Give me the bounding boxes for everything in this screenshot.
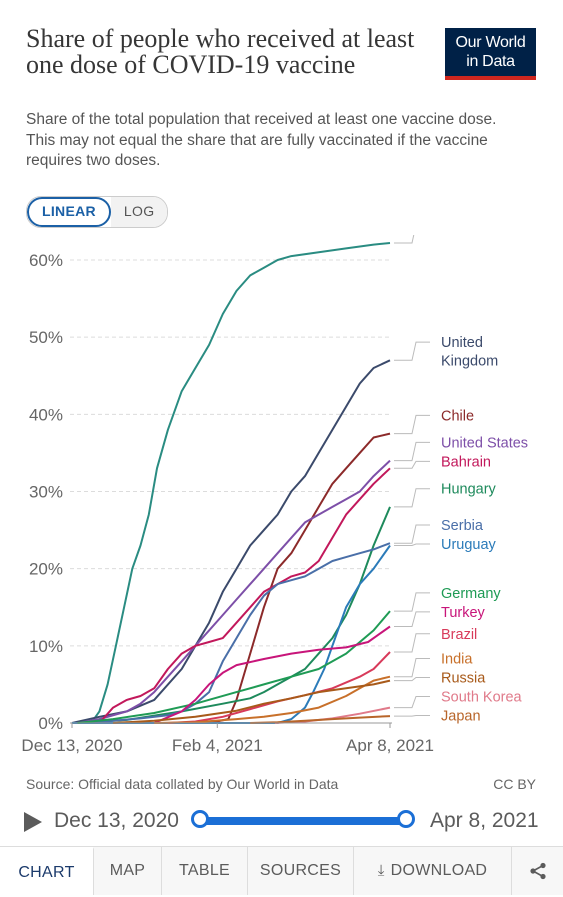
label-leader: [394, 524, 430, 544]
series-line-israel[interactable]: [90, 242, 391, 724]
legend-label-chile[interactable]: Chile: [441, 408, 474, 424]
logo-line-2: in Data: [466, 53, 515, 70]
linear-scale-button[interactable]: LINEAR: [27, 197, 111, 227]
x-axis: Dec 13, 2020 Feb 4, 2021 Apr 8, 2021: [21, 722, 434, 755]
legend-label-united-kingdom[interactable]: United: [441, 335, 483, 351]
label-leader: [394, 235, 415, 244]
share-icon: [529, 862, 546, 879]
legend-label-japan[interactable]: Japan: [441, 709, 481, 725]
license-link[interactable]: CC BY: [493, 776, 536, 792]
tab-chart[interactable]: CHART: [0, 847, 94, 895]
legend-label-turkey[interactable]: Turkey: [441, 605, 486, 621]
legend-label-south-korea[interactable]: South Korea: [441, 690, 523, 706]
x-tick-label: Apr 8, 2021: [346, 736, 434, 755]
download-label: DOWNLOAD: [390, 862, 488, 879]
tab-bar: CHART MAP TABLE SOURCES ⤓ DOWNLOAD: [0, 846, 563, 895]
series-line-united-kingdom[interactable]: [71, 359, 391, 724]
chart-title: Share of people who received at least on…: [26, 24, 415, 79]
legend-label-united-states[interactable]: United States: [441, 435, 528, 451]
timeline-start-handle[interactable]: [191, 810, 209, 828]
label-leader: [394, 341, 430, 361]
label-leader: [394, 441, 430, 462]
x-tick-label: Dec 13, 2020: [21, 736, 122, 755]
label-leader: [394, 592, 430, 612]
series-line-turkey[interactable]: [153, 625, 391, 724]
label-leader: [394, 414, 430, 435]
play-icon[interactable]: [24, 812, 42, 832]
legend-label-brazil[interactable]: Brazil: [441, 627, 477, 643]
series-line-chile[interactable]: [72, 432, 391, 724]
tab-map[interactable]: MAP: [94, 847, 162, 895]
label-leader: [394, 488, 430, 508]
label-leader-lines: [394, 235, 430, 717]
log-scale-button[interactable]: LOG: [110, 197, 168, 227]
series-line-japan[interactable]: [250, 715, 391, 724]
legend-label-serbia[interactable]: Serbia: [441, 518, 484, 534]
legend-labels: IsraelUnitedKingdomChileUnited StatesBah…: [441, 335, 528, 725]
legend-label-germany[interactable]: Germany: [441, 586, 501, 602]
label-leader: [394, 611, 430, 627]
y-tick-label: 10%: [29, 637, 63, 656]
label-leader: [394, 696, 430, 709]
legend-label-india[interactable]: India: [441, 652, 473, 668]
y-tick-label: 20%: [29, 560, 63, 579]
logo-line-1: Our World: [455, 34, 526, 51]
chart-subtitle: Share of the total population that recei…: [26, 111, 497, 169]
label-leader: [394, 543, 430, 546]
source-note: Source: Official data collated by Our Wo…: [26, 776, 339, 792]
series-line-united-states[interactable]: [77, 459, 391, 724]
tab-table[interactable]: TABLE: [162, 847, 248, 895]
series-line-uruguay[interactable]: [72, 544, 391, 724]
timeline-end-date: Apr 8, 2021: [430, 809, 539, 832]
legend-label-bahrain[interactable]: Bahrain: [441, 454, 491, 470]
y-tick-label: 50%: [29, 328, 63, 347]
download-icon: ⤓: [377, 862, 385, 879]
tab-download[interactable]: ⤓ DOWNLOAD: [354, 847, 512, 895]
chart-grid: 0% 10% 20% 30% 40% 50% 60%: [29, 251, 390, 733]
chart-series: [71, 242, 391, 724]
series-line-russia[interactable]: [113, 679, 391, 724]
y-tick-label: 30%: [29, 483, 63, 502]
label-leader: [394, 715, 430, 717]
share-button[interactable]: [512, 847, 563, 895]
label-leader: [394, 460, 430, 469]
series-line-serbia[interactable]: [93, 542, 391, 724]
y-tick-label: 40%: [29, 405, 63, 424]
timeline-end-handle[interactable]: [397, 810, 415, 828]
x-tick-label: Feb 4, 2021: [172, 736, 263, 755]
timeline-start-date: Dec 13, 2020: [54, 809, 179, 832]
series-line-india[interactable]: [154, 675, 391, 724]
legend-label-hungary[interactable]: Hungary: [441, 482, 497, 498]
legend-label-united-kingdom[interactable]: Kingdom: [441, 354, 498, 370]
timeline-slider[interactable]: Dec 13, 2020 Apr 8, 2021: [0, 804, 563, 840]
label-leader: [394, 658, 430, 678]
scale-toggle[interactable]: LINEAR LOG: [26, 196, 169, 228]
timeline-track[interactable]: [200, 817, 406, 825]
line-chart: 0%10%20%30%40%50%60% IsraelUnitedKingdom…: [21, 235, 528, 755]
owid-logo[interactable]: Our World in Data: [445, 28, 536, 80]
label-leader: [394, 633, 430, 653]
legend-label-russia[interactable]: Russia: [441, 671, 486, 687]
label-leader: [394, 677, 430, 682]
legend-label-uruguay[interactable]: Uruguay: [441, 537, 497, 553]
series-line-bahrain[interactable]: [98, 467, 391, 724]
y-tick-label: 0%: [38, 714, 63, 733]
tab-sources[interactable]: SOURCES: [248, 847, 354, 895]
y-tick-label: 60%: [29, 251, 63, 270]
